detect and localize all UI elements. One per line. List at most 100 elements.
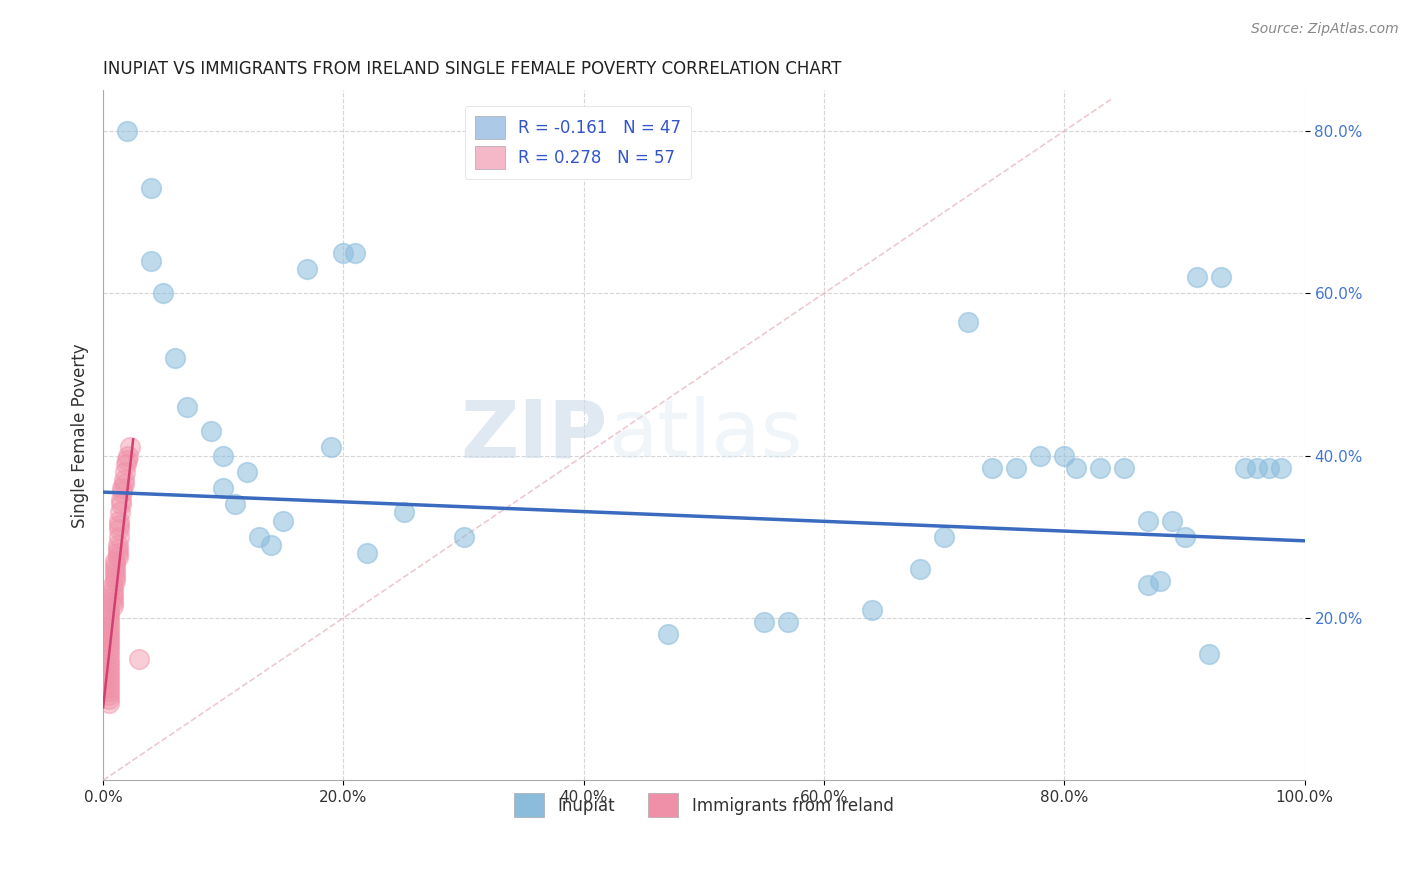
Point [114, 465, 136, 479]
Text: INUPIAT VS IMMIGRANTS FROM IRELAND SINGLE FEMALE POVERTY CORRELATION CHART: INUPIAT VS IMMIGRANTS FROM IRELAND SINGL… [103, 60, 842, 78]
Point [101, 599, 124, 613]
Point [247, 530, 270, 544]
Point [1161, 514, 1184, 528]
Y-axis label: Single Female Poverty: Single Female Poverty [72, 343, 89, 527]
Point [104, 574, 127, 589]
Point [657, 627, 679, 641]
Point [110, 497, 132, 511]
Point [107, 550, 129, 565]
Point [98, 643, 121, 657]
Point [101, 582, 124, 597]
Point [98, 619, 121, 633]
Point [98, 623, 121, 637]
Point [1257, 460, 1279, 475]
Point [98, 688, 121, 702]
Point [104, 558, 127, 573]
Point [297, 261, 319, 276]
Point [356, 546, 378, 560]
Point [934, 530, 956, 544]
Point [1137, 578, 1160, 592]
Point [101, 591, 124, 605]
Point [776, 615, 799, 629]
Point [98, 648, 121, 662]
Point [236, 465, 259, 479]
Point [1270, 460, 1292, 475]
Legend: Inupiat, Immigrants from Ireland: Inupiat, Immigrants from Ireland [508, 787, 900, 823]
Point [141, 253, 163, 268]
Point [98, 640, 121, 654]
Point [1029, 449, 1052, 463]
Point [1137, 514, 1160, 528]
Point [108, 505, 131, 519]
Point [107, 514, 129, 528]
Point [98, 664, 121, 678]
Point [98, 684, 121, 698]
Text: Source: ZipAtlas.com: Source: ZipAtlas.com [1251, 22, 1399, 37]
Point [1066, 460, 1088, 475]
Point [453, 530, 475, 544]
Point [321, 441, 343, 455]
Point [165, 351, 187, 366]
Point [1198, 648, 1220, 662]
Point [118, 441, 141, 455]
Point [112, 473, 135, 487]
Point [1246, 460, 1268, 475]
Point [107, 517, 129, 532]
Point [98, 692, 121, 706]
Point [98, 696, 121, 710]
Point [98, 607, 121, 621]
Point [98, 656, 121, 670]
Point [98, 611, 121, 625]
Point [107, 530, 129, 544]
Point [981, 460, 1004, 475]
Point [98, 667, 121, 681]
Point [104, 562, 127, 576]
Point [107, 522, 129, 536]
Point [332, 245, 354, 260]
Point [101, 595, 124, 609]
Point [107, 541, 129, 556]
Point [908, 562, 931, 576]
Point [117, 449, 139, 463]
Point [1053, 449, 1076, 463]
Point [392, 505, 415, 519]
Point [115, 124, 138, 138]
Point [957, 315, 980, 329]
Point [1090, 460, 1112, 475]
Point [98, 676, 121, 690]
Point [98, 672, 121, 686]
Point [107, 538, 129, 552]
Point [111, 481, 134, 495]
Point [200, 424, 222, 438]
Point [176, 400, 198, 414]
Point [1233, 460, 1256, 475]
Point [224, 497, 246, 511]
Point [1149, 574, 1171, 589]
Point [1005, 460, 1028, 475]
Point [98, 627, 121, 641]
Point [212, 481, 235, 495]
Point [212, 449, 235, 463]
Point [101, 578, 124, 592]
Point [752, 615, 775, 629]
Point [98, 603, 121, 617]
Point [344, 245, 367, 260]
Point [128, 651, 150, 665]
Point [1173, 530, 1195, 544]
Point [1185, 270, 1208, 285]
Point [98, 635, 121, 649]
Point [273, 514, 295, 528]
Point [860, 603, 883, 617]
Point [98, 632, 121, 646]
Point [141, 180, 163, 194]
Point [115, 452, 138, 467]
Point [107, 546, 129, 560]
Point [104, 554, 127, 568]
Point [104, 566, 127, 581]
Point [98, 659, 121, 673]
Point [1114, 460, 1136, 475]
Point [101, 586, 124, 600]
Point [98, 651, 121, 665]
Point [98, 615, 121, 629]
Point [115, 457, 138, 471]
